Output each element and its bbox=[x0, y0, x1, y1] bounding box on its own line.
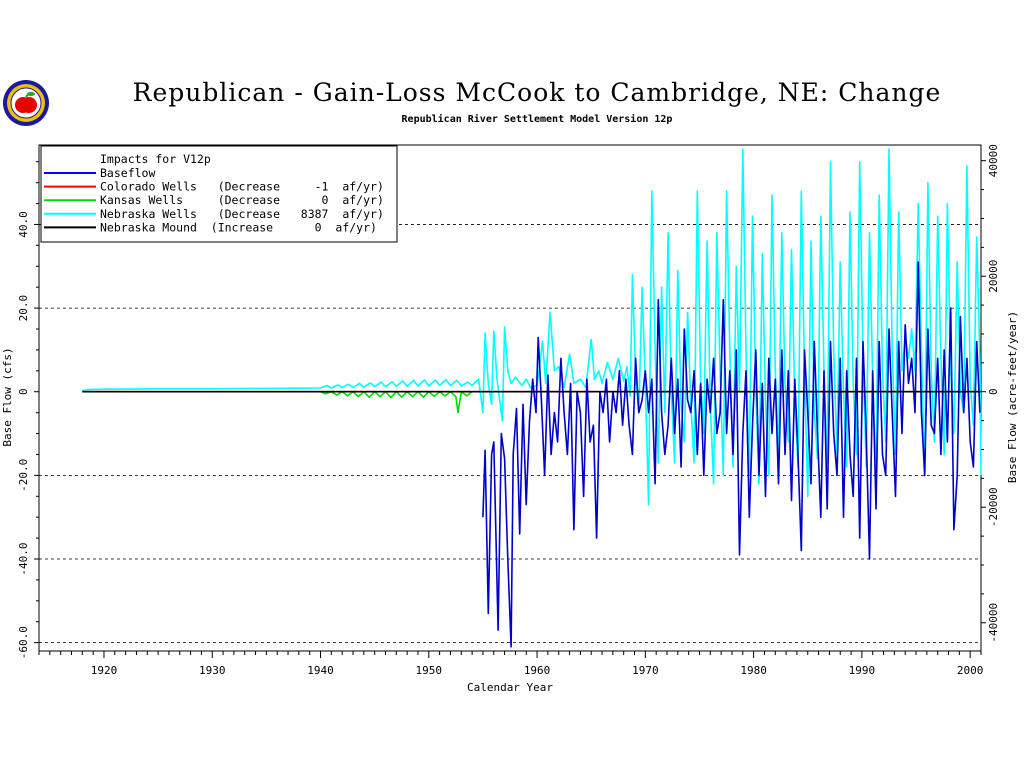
y-right-tick-label: 40000 bbox=[987, 144, 1000, 177]
series-layer bbox=[82, 148, 982, 648]
legend-label-baseflow: Baseflow bbox=[100, 166, 155, 180]
x-tick-label: 1970 bbox=[632, 664, 659, 677]
series-line-baseflow bbox=[482, 261, 981, 648]
x-tick-label: 1930 bbox=[199, 664, 226, 677]
x-tick-label: 1990 bbox=[849, 664, 876, 677]
y-right-tick-label: 0 bbox=[987, 388, 1000, 395]
axes: 1920 1930 1940 1950 1960 1970 1980 1990 2000 -60.… bbox=[17, 144, 1000, 677]
y-tick-label: -60.0 bbox=[17, 626, 30, 659]
legend-label-colorado-wells: Colorado Wells (Decrease -1 af/yr) bbox=[100, 180, 384, 194]
series-line-kansas-wells bbox=[320, 390, 473, 414]
y-tick-label: 20.0 bbox=[17, 295, 30, 322]
legend-label-kansas-wells: Kansas Wells (Decrease 0 af/yr) bbox=[100, 193, 384, 207]
series-line-nebraska-wells bbox=[82, 148, 982, 506]
y-tick-label: 40.0 bbox=[17, 211, 30, 238]
x-tick-label: 1950 bbox=[416, 664, 443, 677]
y-tick-label: -20.0 bbox=[17, 459, 30, 492]
y-tick-label: 0 bbox=[17, 388, 30, 395]
x-tick-label: 1920 bbox=[91, 664, 118, 677]
chart-title: Republican - Gain-Loss McCook to Cambrid… bbox=[133, 78, 942, 107]
x-tick-label: 2000 bbox=[957, 664, 984, 677]
x-tick-label: 1940 bbox=[307, 664, 334, 677]
legend-box bbox=[40, 145, 398, 243]
x-axis-label: Calendar Year bbox=[467, 681, 553, 694]
y-axis-label: Base Flow (cfs) bbox=[1, 347, 14, 446]
legend-label-nebraska-wells: Nebraska Wells (Decrease 8387 af/yr) bbox=[100, 207, 384, 221]
y-right-tick-label: 20000 bbox=[987, 260, 1000, 293]
x-tick-label: 1960 bbox=[524, 664, 551, 677]
chart-subtitle: Republican River Settlement Model Versio… bbox=[402, 113, 673, 125]
x-tick-label: 1980 bbox=[740, 664, 767, 677]
y-right-tick-label: -20000 bbox=[987, 487, 1000, 527]
logo-seal-icon bbox=[3, 80, 49, 126]
y-tick-label: -40.0 bbox=[17, 542, 30, 575]
legend-label-nebraska-mound: Nebraska Mound (Increase 0 af/yr) bbox=[100, 220, 377, 234]
y-axis-right-label: Base Flow (acre-feet/year) bbox=[1006, 311, 1019, 483]
y-right-tick-label: -40000 bbox=[987, 603, 1000, 643]
legend-header: Impacts for V12p bbox=[100, 152, 211, 166]
